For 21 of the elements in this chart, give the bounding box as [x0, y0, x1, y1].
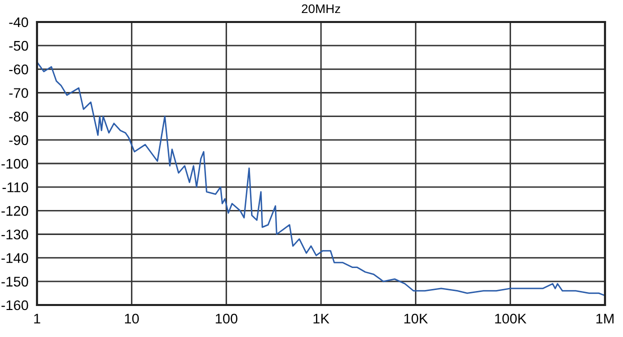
y-tick-label: -60: [9, 64, 28, 74]
y-tick-label: -90: [9, 135, 28, 146]
x-tick-label: 100K: [495, 314, 526, 324]
y-tick-label: -100: [1, 158, 28, 169]
y-tick-label: -150: [1, 276, 28, 287]
x-tick-label: 1M: [596, 314, 614, 324]
y-tick-label: -160: [1, 300, 28, 310]
x-tick-label: 1K: [314, 314, 330, 324]
x-tick-label: 100: [216, 314, 238, 324]
y-tick-label: -130: [1, 230, 28, 240]
x-tick-label: 1: [34, 314, 40, 324]
y-tick-label: -50: [9, 40, 28, 51]
x-tick-label: 10: [125, 314, 139, 324]
chart-title: 20MHz: [302, 4, 340, 14]
y-tick-label: -110: [2, 182, 28, 192]
x-tick-label: 10K: [404, 314, 428, 324]
y-tick-label: -80: [9, 112, 28, 122]
y-tick-label: -70: [9, 88, 28, 98]
y-tick-label: -120: [1, 206, 28, 216]
y-tick-label: -140: [1, 253, 28, 264]
y-tick-label: -40: [9, 17, 28, 28]
